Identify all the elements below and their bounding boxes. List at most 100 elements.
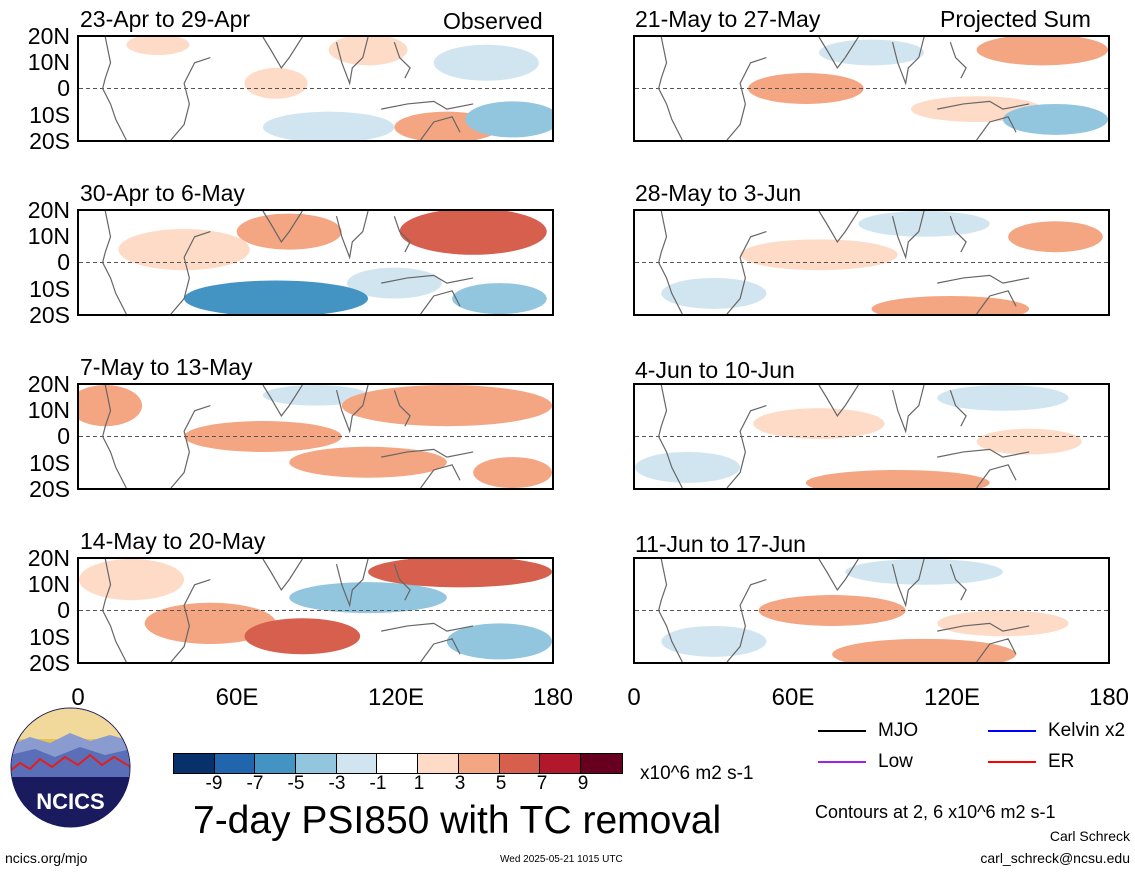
anomaly-blob [661,277,767,309]
colorbar-swatch [214,754,256,773]
x-tick-label: 120E [367,684,425,711]
ncics-logo-icon: NCICS [10,707,131,828]
anomaly-blob [244,67,308,99]
legend-item-er: ER [988,751,1074,773]
anomaly-blob [184,280,369,314]
projected-tag: Projected Sum [940,6,1091,32]
map-svg-8 [635,559,1108,662]
map-svg-2 [79,211,552,314]
anomaly-blob [347,267,442,299]
anomaly-blob [473,457,552,488]
y-tick-label: 10S [29,276,70,302]
panel-title-5: 21-May to 27-May [635,6,821,32]
legend-item-mjo: MJO [818,720,918,742]
colorbar-label: -7 [246,773,264,794]
colorbar-swatch [458,754,500,773]
author: Carl Schreck [1049,828,1130,844]
map-panel-8 [633,557,1110,664]
y-tick-label: 10N [27,571,70,597]
units-label: x10^6 m2 s-1 [640,763,754,784]
anomaly-blob [661,625,767,657]
x-tick-label: 120E [923,684,981,711]
legend-item-low: Low [818,751,913,773]
colorbar-swatch [336,754,378,773]
anomaly-blob [289,582,447,614]
map-panel-2 [77,209,554,316]
anomaly-blob [262,111,395,140]
colorbar-swatch [174,754,215,773]
anomaly-blob [818,39,925,66]
legend-label: MJO [878,720,919,741]
colorbar-swatch [418,754,459,773]
panel-title-6: 28-May to 3-Jun [635,180,802,206]
coastline [658,211,1030,314]
legend-line-mjo [818,730,866,732]
colorbar-swatch [377,754,419,773]
x-tick-label: 60E [771,684,815,711]
map-svg-3 [79,385,552,488]
colorbar [173,753,623,774]
colorbar-label: 7 [536,773,548,794]
colorbar-swatch [255,754,297,773]
coastline [658,37,1030,140]
x-tick-label: 0 [71,684,85,711]
ncics-logo: NCICS [10,707,131,828]
anomaly-blob [976,428,1082,455]
colorbar-swatch [580,754,622,773]
y-tick-label: 0 [57,423,70,449]
anomaly-blob [452,283,547,314]
anomaly-blob [262,385,369,406]
colorbar-label: -1 [369,773,387,794]
colorbar-swatch [540,754,581,773]
map-svg-5 [635,37,1108,140]
y-tick-label: 10S [29,102,70,128]
legend-label: Low [878,751,913,772]
x-tick-label: 0 [627,684,641,711]
map-svg-6 [635,211,1108,314]
panel-title-7: 4-Jun to 10-Jun [635,357,795,383]
coastline [102,211,474,314]
y-tick-label: 0 [57,597,70,623]
coastline [658,559,1030,662]
observed-tag: Observed [443,8,543,34]
y-tick-label: 0 [57,249,70,275]
legend-label: ER [1048,751,1075,772]
anomaly-blob [368,559,552,588]
map-panel-3 [77,383,554,490]
colorbar-swatch [296,754,337,773]
anomaly-blob [871,295,1030,314]
panel-title-4: 14-May to 20-May [80,528,266,554]
anomaly-blob [753,408,885,440]
colorbar-label: 3 [454,773,466,794]
x-tick-label: 180 [532,684,574,711]
y-tick-label: 10S [29,450,70,476]
contour-note: Contours at 2, 6 x10^6 m2 s-1 [815,802,1056,822]
coastline [102,385,474,488]
y-tick-label: 0 [57,75,70,101]
anomaly-blob [976,37,1108,66]
anomaly-blob [845,559,1003,585]
anomaly-blob [446,623,552,660]
map-svg-4 [79,559,552,662]
anomaly-blob [341,385,552,427]
timestamp: Wed 2025-05-21 1015 UTC [500,854,623,865]
y-tick-label: 20S [29,650,70,676]
anomaly-blob [289,446,447,478]
anomaly-blob [328,37,408,66]
panel-title-3: 7-May to 13-May [80,354,253,380]
anomaly-blob [144,602,277,644]
anomaly-blob [635,451,741,483]
anomaly-blob [79,385,143,427]
y-tick-label: 20N [27,197,70,223]
map-panel-1 [77,35,554,142]
map-panel-5 [633,35,1110,142]
anomaly-blob [937,385,1069,411]
anomaly-blob [937,610,1069,637]
legend-label: Kelvin x2 [1048,720,1126,741]
site-link[interactable]: ncics.org/mjo [5,850,88,866]
y-tick-label: 20N [27,371,70,397]
logo-text: NCICS [36,789,104,814]
y-tick-label: 10N [27,223,70,249]
colorbar-label: -3 [328,773,346,794]
colorbar-label: 5 [495,773,507,794]
